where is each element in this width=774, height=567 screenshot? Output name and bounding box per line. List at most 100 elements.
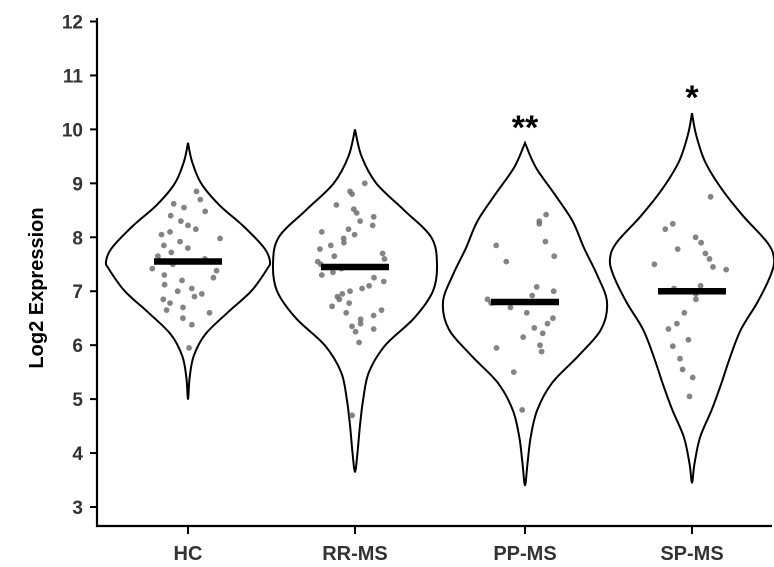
data-point-rr-ms (351, 231, 358, 238)
data-point-sp-ms (674, 246, 681, 253)
significance-layer: *** (512, 79, 700, 147)
data-point-sp-ms (689, 374, 696, 381)
data-point-sp-ms (693, 296, 699, 303)
data-point-sp-ms (662, 226, 669, 233)
data-point-hc (184, 245, 191, 252)
data-point-rr-ms (318, 272, 325, 278)
data-point-pp-ms (519, 407, 526, 413)
data-point-pp-ms (484, 296, 491, 303)
data-point-rr-ms (340, 235, 347, 242)
x-ticks: HC RR-MS PP-MS SP-MS (174, 527, 724, 565)
data-point-rr-ms (353, 210, 360, 216)
y-tick-label: 12 (62, 13, 83, 34)
data-point-hc (161, 272, 168, 278)
y-tick-label: 3 (72, 498, 83, 519)
data-point-pp-ms (531, 325, 538, 331)
x-tick-label-rr-ms: RR-MS (322, 543, 388, 565)
data-point-hc (197, 196, 204, 203)
data-point-sp-ms (707, 193, 714, 200)
data-point-rr-ms (345, 226, 352, 233)
data-point-rr-ms (371, 274, 377, 281)
axes-layer (95, 18, 772, 528)
points-layer (149, 180, 730, 419)
median-layer (154, 258, 726, 306)
data-point-pp-ms (510, 369, 517, 375)
significance-marker-sp-ms: * (685, 79, 699, 117)
data-point-sp-ms (681, 309, 688, 316)
data-point-sp-ms (697, 282, 704, 289)
data-point-hc (202, 208, 209, 215)
data-point-hc (167, 229, 173, 235)
violin-sp-ms (608, 113, 774, 484)
y-tick-label: 10 (62, 120, 83, 141)
data-point-rr-ms (349, 412, 355, 419)
x-tick-label-sp-ms: SP-MS (660, 543, 723, 565)
data-point-rr-ms (336, 296, 343, 303)
data-point-rr-ms (369, 222, 376, 229)
violin-pp-ms (441, 140, 609, 487)
data-point-pp-ms (544, 320, 551, 327)
data-point-rr-ms (331, 253, 338, 260)
data-point-hc (161, 281, 168, 288)
data-point-rr-ms (379, 250, 386, 257)
x-tick-label-hc: HC (174, 543, 203, 565)
data-point-pp-ms (538, 348, 545, 355)
data-point-hc (160, 296, 167, 303)
data-point-rr-ms (356, 339, 362, 346)
data-point-hc (217, 235, 224, 242)
data-point-hc (185, 222, 191, 229)
data-point-hc (210, 274, 217, 281)
data-point-hc (180, 315, 186, 322)
data-point-hc (193, 188, 200, 195)
y-tick-label: 11 (63, 66, 84, 87)
violin-layer (104, 113, 774, 487)
data-point-pp-ms (529, 292, 536, 299)
data-point-rr-ms (366, 282, 372, 289)
data-point-pp-ms (539, 330, 546, 337)
data-point-hc (186, 345, 193, 351)
significance-marker-pp-ms: ** (512, 109, 539, 147)
data-point-rr-ms (381, 256, 388, 262)
data-point-rr-ms (370, 326, 377, 332)
data-point-rr-ms (327, 242, 334, 249)
data-point-hc (155, 253, 161, 260)
data-point-rr-ms (378, 307, 385, 313)
y-tick-label: 7 (72, 282, 83, 303)
data-point-hc (170, 200, 177, 207)
data-point-hc (189, 321, 195, 328)
data-point-rr-ms (317, 246, 323, 253)
data-point-hc (179, 277, 185, 284)
data-point-pp-ms (503, 258, 510, 265)
data-point-sp-ms (679, 366, 686, 373)
data-point-sp-ms (692, 234, 699, 241)
data-point-hc (161, 242, 167, 249)
data-point-pp-ms (493, 345, 500, 351)
data-point-rr-ms (357, 316, 364, 323)
data-point-sp-ms (677, 355, 683, 362)
data-point-hc (149, 265, 156, 272)
data-point-rr-ms (330, 269, 336, 276)
data-point-rr-ms (318, 229, 325, 235)
data-point-rr-ms (346, 300, 353, 306)
data-point-hc (167, 300, 173, 306)
data-point-hc (213, 267, 220, 274)
data-point-pp-ms (537, 342, 543, 349)
data-point-hc (191, 293, 198, 300)
data-point-pp-ms (536, 220, 543, 227)
violin-hc (104, 142, 272, 401)
y-tick-label: 8 (72, 228, 83, 249)
data-point-hc (167, 212, 174, 219)
data-point-sp-ms (685, 336, 692, 343)
data-point-hc (174, 288, 181, 295)
data-point-hc (168, 249, 175, 256)
data-point-rr-ms (343, 309, 350, 316)
x-tick-label-pp-ms: PP-MS (493, 543, 556, 565)
data-point-hc (198, 291, 205, 297)
data-point-pp-ms (507, 304, 514, 311)
data-point-sp-ms (710, 264, 716, 270)
data-point-sp-ms (669, 220, 676, 227)
data-point-pp-ms (533, 284, 540, 290)
data-point-rr-ms (357, 320, 364, 327)
data-point-sp-ms (702, 250, 709, 257)
